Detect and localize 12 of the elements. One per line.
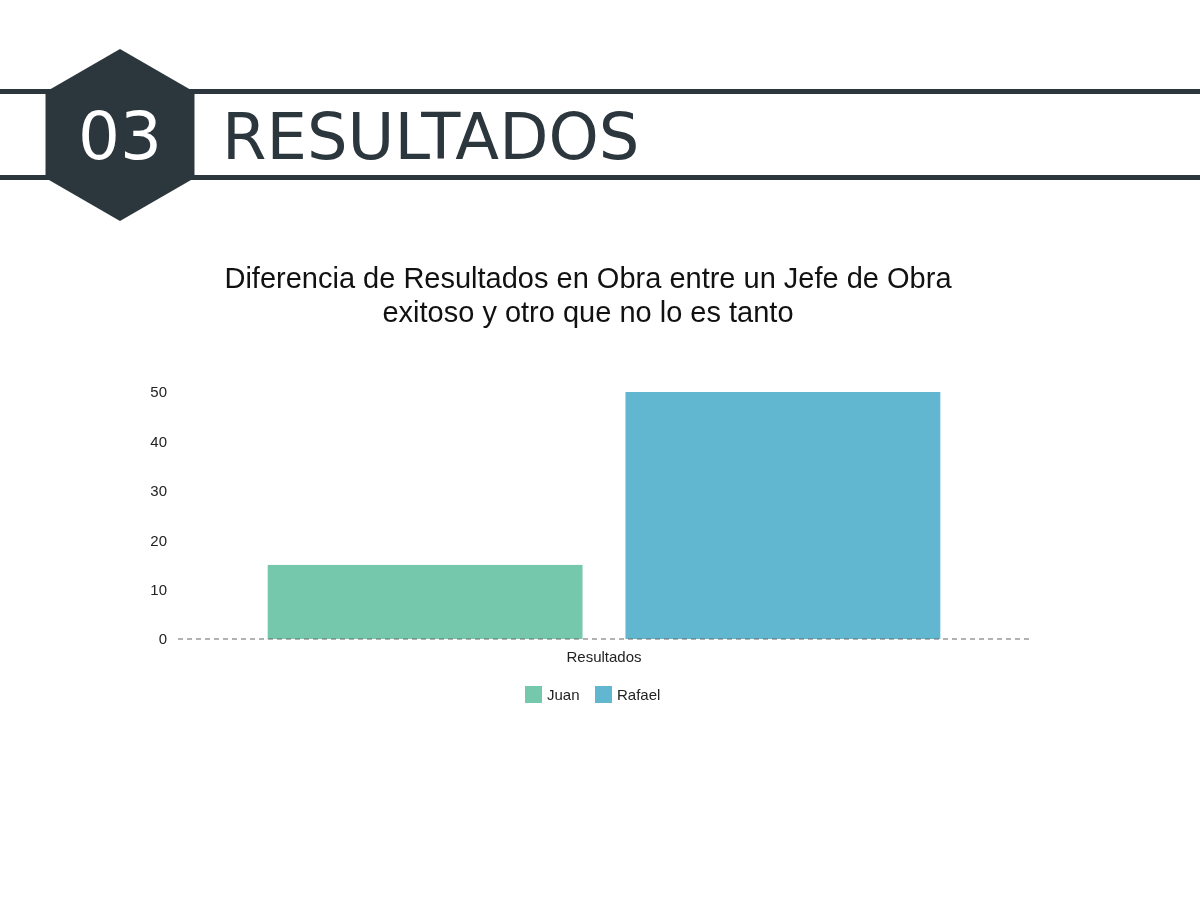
y-tick-label: 30 [150,482,167,500]
y-tick-label: 20 [150,531,167,549]
x-tick-label: Resultados [566,647,642,665]
legend-label: Rafael [617,686,661,703]
legend-label: Juan [547,686,580,703]
text: 03 [78,98,162,175]
text: RESULTADOS [222,100,640,174]
y-tick-label: 10 [150,580,167,598]
y-tick-label: 0 [158,630,167,648]
y-tick-label: 40 [150,432,167,450]
y-tick-label: 50 [150,383,167,401]
chart-title: Diferencia de Resultados en Obra entre un Jefe de Obra exitoso y otro que no lo es tanto [224,262,953,328]
